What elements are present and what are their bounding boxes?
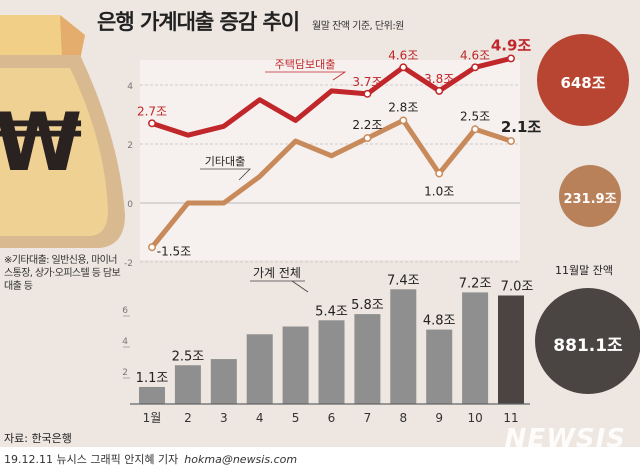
bar [246,334,273,404]
data-point [435,169,444,178]
data-point [507,54,515,63]
x-tick-label: 7 [364,411,372,425]
footnote: ※기타대출: 일반신용, 마이너스통장, 상가·오피스텔 등 담보대출 등 [4,255,121,292]
bar [139,386,165,404]
data-label: 7.4조 [387,273,420,288]
data-point [471,125,480,134]
bar [282,326,309,404]
footer-bar [0,447,640,469]
credit-text: 19.12.11 뉴시스 그래픽 안지혜 기자 [4,453,179,466]
data-point [471,63,480,72]
bar [462,292,489,404]
total-balance-value: 881.1조 [553,336,623,356]
bar [174,365,201,404]
x-tick-label: 10 [467,411,482,425]
data-label: 7.0조 [501,280,534,295]
other-balance-value: 231.9조 [563,192,617,207]
data-label: 5.4조 [315,304,348,319]
data-label: 4.9조 [491,36,532,54]
series-label-other: 기타대출 [205,155,245,168]
subtitle: 월말 잔액 기준, 단위:원 [312,21,404,32]
bar [354,314,381,404]
series-label-total: 가계 전체 [253,266,301,280]
y-tick-label: -2 [124,259,133,269]
data-point [399,116,408,125]
data-point [507,137,515,146]
y-tick-label: 4 [122,337,128,347]
credit: 19.12.11 뉴시스 그래픽 안지혜 기자 hokma@newsis.com [4,451,297,467]
series-line-mortgage [151,56,512,138]
callout-line [265,71,347,81]
data-label: 5.8조 [351,298,384,313]
data-label: -1.5조 [157,244,191,258]
data-label: 2.5조 [172,349,205,364]
y-tick-label: 0 [127,200,133,210]
y-tick-label: 2 [127,141,133,151]
svg-text:₩: ₩ [0,96,82,189]
data-point [148,243,156,252]
y-tick-label: 6 [122,306,128,316]
data-label: 1.0조 [424,185,454,199]
y-tick-label: 4 [127,82,133,92]
series-line-other [150,117,512,249]
money-bag-icon: ₩ [0,15,125,248]
x-tick-label: 9 [435,411,443,425]
data-label: 3.7조 [352,75,382,89]
data-point [435,86,444,95]
bar [318,320,345,404]
data-point [148,119,156,128]
data-point [363,89,372,98]
bar [426,329,453,404]
data-label: 4.6조 [460,48,490,62]
mortgage-balance-circle [537,34,629,126]
mortgage-balance-value: 648조 [560,74,606,92]
data-label: 3.8조 [424,72,454,86]
x-tick-label: 6 [328,411,336,425]
bar [390,289,417,404]
credit-email: hokma@newsis.com [184,453,298,466]
data-label: 2.7조 [137,104,167,118]
data-label: 7.2조 [459,276,492,291]
data-point [399,63,408,72]
x-tick-label: 8 [399,411,407,425]
series-label-mortgage: 주택담보대출 [275,58,336,71]
balance-caption: 11월말 잔액 [555,264,613,277]
x-tick-label: 1월 [143,411,162,425]
callout-line [200,168,251,181]
data-label: 2.2조 [352,118,382,132]
data-label: 2.5조 [460,109,490,123]
x-tick-label: 5 [292,411,300,425]
data-label: 2.8조 [388,100,418,114]
other-balance-circle [559,165,621,227]
source: 자료: 한국은행 [4,432,72,445]
data-label: 1.1조 [136,371,169,386]
data-label: 2.1조 [501,118,542,136]
y-tick-label: 2 [122,368,128,378]
bar [498,295,524,404]
total-balance-circle [535,288,640,394]
data-label: 4.6조 [388,48,418,62]
x-tick-label: 11 [503,411,518,425]
data-point [363,134,372,143]
x-tick-label: 3 [220,411,228,425]
x-tick-label: 4 [256,411,264,425]
watermark-logo: NEWSIS [504,424,626,454]
callout-line [250,280,309,293]
page-title: 은행 가계대출 증감 추이 [97,10,300,34]
data-label: 4.8조 [423,314,456,329]
x-tick-label: 2 [184,411,192,425]
bar [210,359,237,404]
